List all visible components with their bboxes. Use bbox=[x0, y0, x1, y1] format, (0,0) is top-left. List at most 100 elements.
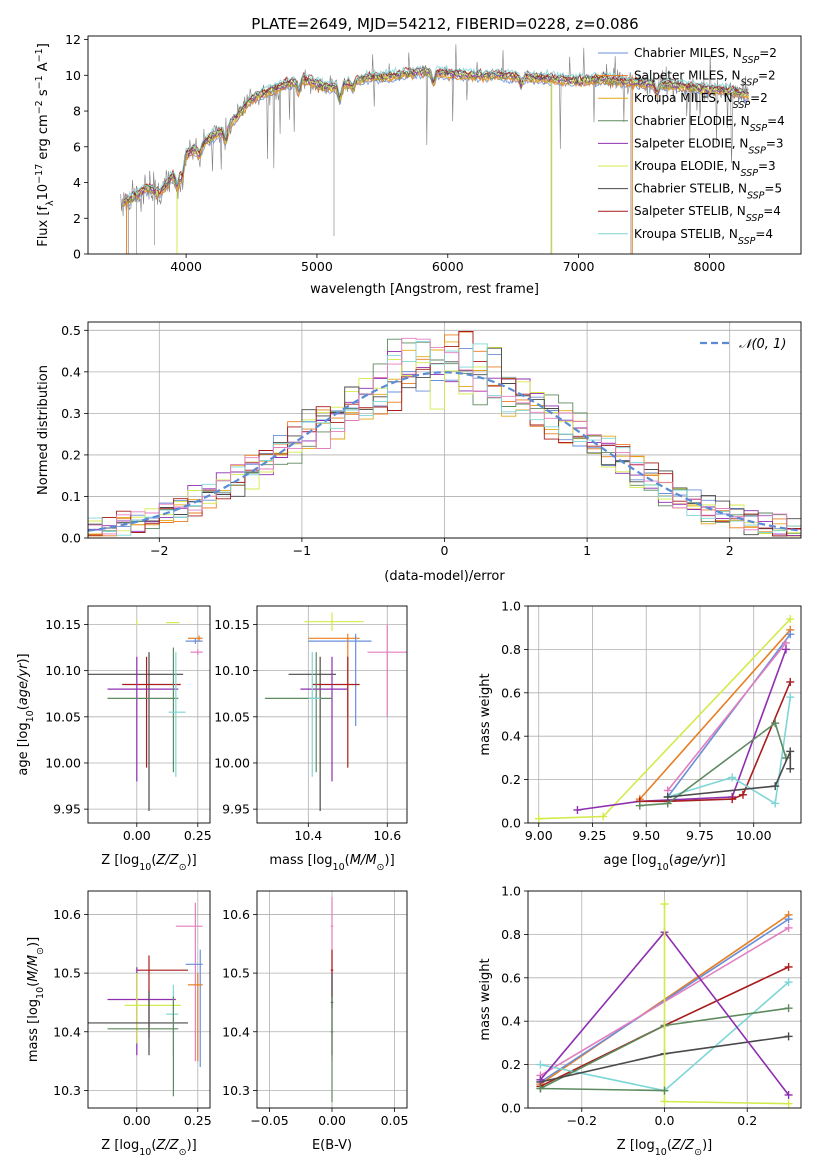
x-tick-label: 1 bbox=[583, 543, 591, 558]
data-point bbox=[88, 652, 184, 811]
y-tick-label: 10.10 bbox=[45, 663, 81, 678]
y-tick-label: 10.5 bbox=[53, 966, 81, 981]
x-axis-label: E(B-V) bbox=[312, 1138, 352, 1153]
y-tick-label: 10.3 bbox=[53, 1083, 81, 1098]
y-tick-label: 0.0 bbox=[501, 816, 521, 831]
x-tick-label: 0.25 bbox=[184, 828, 212, 843]
x-tick-label: 0 bbox=[441, 543, 449, 558]
data-point bbox=[107, 647, 179, 773]
series-line bbox=[540, 1087, 665, 1092]
plot-area-age_vs_Z bbox=[88, 619, 203, 811]
x-tick-label: −0.2 bbox=[567, 1113, 597, 1128]
legend-label: Chabrier ELODIE, NSSP=4 bbox=[634, 114, 785, 134]
axes-massweight_vs_age: 9.00 9.25 9.50 9.75 10.00 0.0 0.2 0.4 0.6 0.8 1.0 m… bbox=[478, 599, 802, 873]
axes-age_vs_mass: 10.4 10.6 9.95 10.00 10.05 10.10 10.15 mass [lo… bbox=[214, 605, 408, 873]
y-tick-label: 10.6 bbox=[222, 907, 250, 922]
y-tick-label: 0.2 bbox=[61, 447, 81, 462]
y-tick-label: 10.10 bbox=[214, 663, 250, 678]
x-tick-label: 0.00 bbox=[123, 828, 151, 843]
x-axis-label: mass [log10(M/M⊙)] bbox=[269, 853, 394, 873]
series-marker bbox=[786, 693, 795, 702]
x-tick-label: 0.25 bbox=[184, 1113, 212, 1128]
plot-area-age_vs_mass bbox=[264, 612, 407, 811]
y-tick-label: 10.15 bbox=[45, 617, 81, 632]
axes-residuals: −2 −1 0 1 2 0.0 0.1 0.2 0.3 0.4 0.5 𝒩(0, 1) (data-mo… bbox=[36, 321, 802, 584]
y-tick-label: 10.15 bbox=[214, 617, 250, 632]
series-marker bbox=[738, 790, 747, 799]
y-tick-label: 0.6 bbox=[501, 685, 521, 700]
series-marker bbox=[536, 1060, 545, 1069]
data-point bbox=[168, 652, 186, 777]
axes-frame bbox=[87, 605, 211, 824]
data-point bbox=[124, 973, 181, 1044]
y-tick-label: 0.2 bbox=[501, 1057, 521, 1072]
plot-area-massweight_vs_age bbox=[534, 615, 795, 823]
y-axis-label: Flux [fλ10−17 erg cm−2 s−1 A−1] bbox=[34, 43, 56, 247]
series-marker bbox=[573, 805, 582, 814]
y-tick-label: 10.05 bbox=[214, 709, 250, 724]
data-point bbox=[166, 984, 179, 1056]
x-axis-label: wavelength [Angstrom, rest frame] bbox=[310, 282, 539, 297]
y-tick-label: 10.5 bbox=[222, 966, 250, 981]
x-tick-label: −1 bbox=[293, 543, 311, 558]
y-tick-label: 0.1 bbox=[61, 489, 81, 504]
series-marker bbox=[784, 1090, 793, 1099]
y-tick-label: 10.6 bbox=[53, 907, 81, 922]
series-marker bbox=[786, 615, 795, 624]
histogram-extra_pink bbox=[88, 337, 801, 538]
series-marker bbox=[536, 1084, 545, 1093]
legend-label: Chabrier MILES, NSSP=2 bbox=[634, 46, 777, 66]
y-tick-label: 9.95 bbox=[222, 802, 250, 817]
data-point bbox=[308, 633, 372, 727]
series-line bbox=[639, 629, 791, 800]
plot-area-spectrum bbox=[120, 44, 750, 254]
y-tick-label: 10.4 bbox=[222, 1024, 250, 1039]
series-marker bbox=[784, 915, 793, 924]
legend: Chabrier MILES, NSSP=2 Salpeter MILES, NS… bbox=[598, 46, 785, 246]
y-tick-label: 0.4 bbox=[501, 1014, 521, 1029]
legend-label: Kroupa ELODIE, NSSP=3 bbox=[634, 159, 776, 179]
series-line bbox=[667, 633, 791, 798]
figure-title: PLATE=2649, MJD=54212, FIBERID=0228, z=0… bbox=[251, 15, 638, 33]
series-marker bbox=[660, 900, 669, 909]
y-axis-label: mass [log10(M/M⊙)] bbox=[26, 937, 46, 1062]
y-tick-label: 9.95 bbox=[53, 802, 81, 817]
y-tick-label: 10.00 bbox=[45, 755, 81, 770]
data-point bbox=[136, 955, 189, 1038]
plot-area-mass_vs_Z bbox=[88, 902, 203, 1097]
series-marker bbox=[786, 630, 795, 639]
x-tick-label: 9.50 bbox=[632, 828, 660, 843]
y-axis-label: mass weight bbox=[478, 673, 493, 755]
y-tick-label: 0.3 bbox=[61, 406, 81, 421]
x-axis-label: age [log10(age/yr)] bbox=[603, 853, 725, 873]
series-marker bbox=[536, 1075, 545, 1084]
y-tick-label: 1.0 bbox=[501, 599, 521, 614]
legend-label: Chabrier STELIB, NSSP=5 bbox=[634, 182, 782, 202]
data-point bbox=[367, 624, 407, 717]
data-point bbox=[122, 656, 181, 768]
legend-label: 𝒩(0, 1) bbox=[739, 337, 786, 352]
axes-age_vs_Z: 0.00 0.25 9.95 10.00 10.05 10.10 10.15 Z [log10… bbox=[16, 605, 212, 873]
x-tick-label: 6000 bbox=[432, 259, 464, 274]
x-tick-label: −0.05 bbox=[250, 1113, 288, 1128]
y-tick-label: 6 bbox=[73, 139, 81, 154]
x-tick-label: 5000 bbox=[301, 259, 333, 274]
legend-label: Kroupa MILES, NSSP=2 bbox=[634, 91, 768, 111]
y-tick-label: 1.0 bbox=[501, 884, 521, 899]
axes-mass_vs_Z: 0.00 0.25 10.3 10.4 10.5 10.6 Z [log10(Z/Z⊙)] m… bbox=[26, 890, 212, 1158]
series-marker bbox=[786, 677, 795, 686]
series-marker bbox=[786, 764, 795, 773]
x-axis-label: (data-model)/error bbox=[384, 569, 505, 584]
x-tick-label: 0.2 bbox=[737, 1113, 757, 1128]
axes-frame bbox=[87, 890, 211, 1109]
y-tick-label: 10.05 bbox=[45, 709, 81, 724]
data-point bbox=[264, 652, 332, 773]
y-tick-label: 0 bbox=[73, 247, 81, 262]
y-tick-label: 0.6 bbox=[501, 970, 521, 985]
normal-curve bbox=[88, 371, 801, 532]
data-point bbox=[185, 949, 203, 1067]
y-tick-label: 0.4 bbox=[61, 364, 81, 379]
y-tick-label: 10.00 bbox=[214, 755, 250, 770]
y-tick-label: 0.4 bbox=[501, 729, 521, 744]
